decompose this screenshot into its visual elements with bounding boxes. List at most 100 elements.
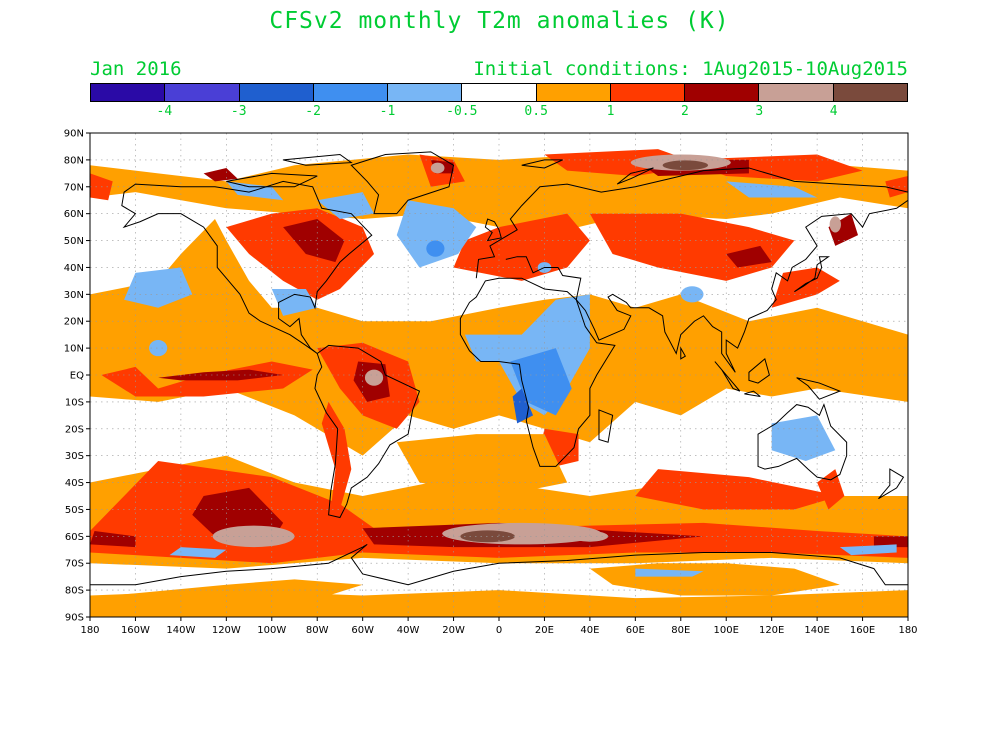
lat-tick-label: 90S bbox=[65, 613, 84, 624]
lon-tick-label: 80W bbox=[306, 625, 329, 636]
coastline bbox=[744, 390, 761, 398]
lon-tick-label: 60E bbox=[626, 625, 645, 636]
colorbar bbox=[90, 83, 908, 102]
colorbar-label: -2 bbox=[305, 104, 321, 119]
anomaly-region bbox=[635, 469, 840, 510]
lon-tick-label: 140E bbox=[804, 625, 829, 636]
lat-tick-label: 40S bbox=[65, 478, 84, 489]
lon-tick-label: 20W bbox=[442, 625, 465, 636]
anomaly-region bbox=[460, 530, 515, 543]
anomaly-region bbox=[212, 525, 295, 548]
anomaly-region bbox=[453, 213, 590, 281]
anomaly-region bbox=[169, 547, 227, 558]
lat-tick-label: 50S bbox=[65, 505, 84, 516]
anomaly-region bbox=[635, 568, 704, 577]
anomaly-region bbox=[203, 167, 238, 182]
anomaly-region bbox=[317, 192, 375, 220]
anomaly-region bbox=[430, 162, 445, 174]
colorbar-label: -1 bbox=[379, 104, 396, 119]
lat-tick-label: 50N bbox=[64, 236, 84, 247]
anomaly-region bbox=[571, 530, 609, 542]
colorbar-segment bbox=[388, 84, 463, 101]
coastline bbox=[283, 153, 353, 166]
lon-tick-label: 160W bbox=[121, 625, 150, 636]
coastline bbox=[90, 543, 908, 586]
colorbar-label: 4 bbox=[829, 104, 838, 119]
lon-tick-label: 40E bbox=[580, 625, 599, 636]
coastline bbox=[350, 151, 455, 215]
colorbar-segment bbox=[91, 84, 166, 101]
anomaly-region bbox=[90, 530, 136, 548]
coastline bbox=[475, 167, 908, 373]
anomaly-region bbox=[662, 160, 709, 171]
coastline bbox=[314, 344, 421, 519]
anomaly-region bbox=[112, 579, 363, 612]
lat-tick-label: 30S bbox=[65, 451, 84, 462]
lon-tick-label: 180 bbox=[80, 625, 99, 636]
anomaly-region bbox=[149, 340, 168, 357]
colorbar-label: 0.5 bbox=[524, 104, 548, 119]
lat-tick-label: 20S bbox=[65, 424, 84, 435]
anomaly-region bbox=[90, 461, 908, 564]
anomaly-region bbox=[271, 288, 318, 316]
colorbar-label: 1 bbox=[606, 104, 615, 119]
colorbar-labels: -4 -3 -2 -1 -0.5 0.5 1 2 3 4 bbox=[0, 104, 999, 120]
lat-tick-label: 10S bbox=[65, 397, 84, 408]
coastline bbox=[484, 218, 502, 242]
colorbar-segment bbox=[759, 84, 834, 101]
colorbar-segment bbox=[462, 84, 537, 101]
colorbar-segment bbox=[833, 84, 907, 101]
lon-tick-label: 180 bbox=[898, 625, 917, 636]
lat-tick-label: 80N bbox=[64, 155, 84, 166]
coastline bbox=[226, 172, 318, 188]
anomaly-region bbox=[426, 240, 445, 257]
lat-tick-label: EQ bbox=[70, 371, 84, 382]
colorbar-segment bbox=[239, 84, 314, 101]
anomaly-region bbox=[396, 434, 568, 496]
lat-tick-label: 70N bbox=[64, 182, 84, 193]
lon-tick-label: 120W bbox=[212, 625, 241, 636]
initial-conditions: Initial conditions: 1Aug2015-10Aug2015 bbox=[473, 58, 908, 80]
coastline bbox=[459, 277, 616, 467]
anomaly-region bbox=[396, 200, 477, 268]
colorbar-label: 2 bbox=[680, 104, 689, 119]
coastline bbox=[748, 357, 770, 384]
lat-tick-label: 70S bbox=[65, 559, 84, 570]
chart-title: CFSv2 monthly T2m anomalies (K) bbox=[269, 8, 730, 34]
lon-tick-label: 40W bbox=[397, 625, 420, 636]
anomaly-region bbox=[771, 415, 836, 462]
anomaly-region bbox=[124, 267, 193, 308]
colorbar-segment bbox=[536, 84, 611, 101]
coastline bbox=[680, 346, 686, 360]
anomaly-region bbox=[158, 369, 284, 381]
coastline bbox=[121, 180, 373, 354]
anomaly-region bbox=[873, 536, 908, 548]
colorbar-label: -4 bbox=[156, 104, 173, 119]
lon-tick-label: 120E bbox=[759, 625, 784, 636]
colorbar-label: -3 bbox=[230, 104, 247, 119]
coastline bbox=[878, 468, 905, 500]
lat-tick-label: 30N bbox=[64, 290, 84, 301]
lon-tick-label: 160E bbox=[850, 625, 875, 636]
colorbar-label: -0.5 bbox=[446, 104, 478, 119]
lat-tick-label: 60N bbox=[64, 209, 84, 220]
coastline bbox=[796, 377, 842, 400]
lon-tick-label: 20E bbox=[535, 625, 554, 636]
anomaly-region bbox=[726, 245, 772, 268]
lon-tick-label: 60W bbox=[351, 625, 374, 636]
lat-tick-label: 10N bbox=[64, 344, 84, 355]
lat-tick-label: 60S bbox=[65, 532, 84, 543]
anomaly-region bbox=[226, 208, 375, 300]
lat-tick-label: 90N bbox=[64, 129, 84, 140]
coastline bbox=[521, 159, 563, 169]
lon-tick-label: 100E bbox=[714, 625, 739, 636]
colorbar-segment bbox=[685, 84, 760, 101]
anomaly-region bbox=[829, 216, 841, 233]
lon-tick-label: 140W bbox=[166, 625, 195, 636]
lat-tick-label: 40N bbox=[64, 263, 84, 274]
coastline bbox=[598, 409, 614, 443]
lat-tick-label: 80S bbox=[65, 586, 84, 597]
lon-tick-label: 100W bbox=[257, 625, 286, 636]
colorbar-label: 3 bbox=[755, 104, 764, 119]
